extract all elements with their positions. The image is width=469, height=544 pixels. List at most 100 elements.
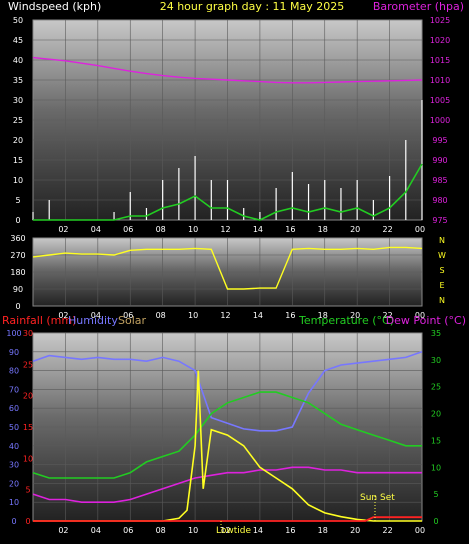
x-tick-label: 18 bbox=[318, 311, 328, 320]
wind-tick-label: 50 bbox=[13, 16, 23, 25]
solar-axis-title: Solar bbox=[118, 314, 147, 327]
rain-tick-label: 25 bbox=[23, 360, 33, 369]
wind-tick-label: 40 bbox=[13, 56, 23, 65]
rain-tick-label: 0 bbox=[25, 517, 30, 526]
direction-tick-label: 90 bbox=[13, 285, 23, 294]
humidity-line bbox=[32, 351, 423, 432]
compass-label: N bbox=[439, 296, 445, 305]
barometer-tick-label: 990 bbox=[432, 156, 447, 165]
lowtide-label: Lowtide bbox=[216, 526, 251, 536]
x-tick-label: 18 bbox=[318, 225, 328, 234]
x-tick-label: 02 bbox=[58, 526, 68, 535]
compass-label: E bbox=[439, 281, 444, 290]
humidity-tick-label: 20 bbox=[9, 479, 19, 488]
temperature-axis-title: Temperature (°C) bbox=[298, 314, 394, 327]
x-tick-label: 06 bbox=[123, 526, 133, 535]
x-tick-label: 12 bbox=[220, 311, 230, 320]
barometer-tick-label: 1005 bbox=[430, 96, 450, 105]
x-tick-label: 04 bbox=[91, 311, 101, 320]
x-tick-label: 08 bbox=[156, 311, 166, 320]
x-tick-label: 12 bbox=[220, 225, 230, 234]
rainfall-axis-title: Rainfall (mm) bbox=[2, 314, 76, 327]
dewpoint-line bbox=[32, 466, 422, 504]
rain-tick-label: 20 bbox=[23, 392, 33, 401]
x-tick-label: 06 bbox=[123, 225, 133, 234]
x-tick-label: 08 bbox=[156, 526, 166, 535]
barometer-tick-label: 1025 bbox=[430, 16, 450, 25]
barometer-tick-label: 1010 bbox=[430, 76, 450, 85]
compass-label: S bbox=[439, 266, 444, 275]
humidity-tick-label: 70 bbox=[9, 385, 19, 394]
main-title: 24 hour graph day : 11 May 2025 bbox=[160, 0, 345, 13]
x-tick-label: 12 bbox=[220, 526, 230, 535]
humidity-tick-label: 0 bbox=[11, 517, 16, 526]
x-tick-label: 16 bbox=[285, 526, 295, 535]
rain-tick-label: 15 bbox=[23, 423, 33, 432]
dewpoint-axis-title: Dew Point (°C) bbox=[386, 314, 466, 327]
x-tick-label: 14 bbox=[253, 526, 263, 535]
x-tick-label: 04 bbox=[91, 526, 101, 535]
wind-tick-label: 20 bbox=[13, 136, 23, 145]
wind-tick-label: 5 bbox=[15, 196, 20, 205]
wind-series bbox=[32, 56, 423, 221]
rain-tick-label: 10 bbox=[23, 454, 33, 463]
humidity-axis-title: Humidity bbox=[68, 314, 118, 327]
x-tick-label: 16 bbox=[285, 311, 295, 320]
direction-tick-label: 180 bbox=[10, 268, 25, 277]
sunset-label: Sun Set bbox=[360, 493, 395, 503]
humidity-tick-label: 50 bbox=[9, 423, 19, 432]
x-tick-label: 00 bbox=[415, 225, 425, 234]
humidity-tick-label: 90 bbox=[9, 348, 19, 357]
x-tick-label: 00 bbox=[415, 311, 425, 320]
x-tick-label: 22 bbox=[382, 526, 392, 535]
humidity-tick-label: 40 bbox=[9, 442, 19, 451]
humidity-tick-label: 100 bbox=[6, 329, 21, 338]
temperature-tick-label: 20 bbox=[431, 410, 441, 419]
wind-tick-label: 15 bbox=[13, 156, 23, 165]
compass-label: N bbox=[439, 236, 445, 245]
x-tick-label: 22 bbox=[382, 311, 392, 320]
temperature-tick-label: 10 bbox=[431, 463, 441, 472]
x-tick-label: 04 bbox=[91, 225, 101, 234]
wind-tick-label: 25 bbox=[13, 116, 23, 125]
direction-series bbox=[32, 246, 423, 290]
average-wind-line bbox=[33, 163, 423, 221]
humidity-tick-label: 10 bbox=[9, 498, 19, 507]
humidity-tick-label: 30 bbox=[9, 461, 19, 470]
barometer-tick-label: 1015 bbox=[430, 56, 450, 65]
x-tick-label: 20 bbox=[350, 311, 360, 320]
wind-axis-title: Windspeed (kph) bbox=[8, 0, 101, 13]
x-tick-label: 20 bbox=[350, 225, 360, 234]
x-tick-label: 18 bbox=[318, 526, 328, 535]
barometer-tick-label: 985 bbox=[432, 176, 447, 185]
rainfall-line bbox=[33, 516, 422, 522]
humidity-tick-label: 60 bbox=[9, 404, 19, 413]
temperature-tick-label: 0 bbox=[433, 517, 438, 526]
barometer-axis-title: Barometer (hpa) bbox=[373, 0, 464, 13]
direction-tick-label: 270 bbox=[10, 251, 25, 260]
barometer-tick-label: 995 bbox=[432, 136, 447, 145]
rain-tick-label: 30 bbox=[23, 329, 33, 338]
wind-tick-labels: 0510152025303540455097598098599099510001… bbox=[13, 16, 450, 234]
barometer-tick-label: 980 bbox=[432, 196, 447, 205]
direction-line bbox=[32, 246, 423, 290]
temperature-tick-label: 30 bbox=[431, 356, 441, 365]
temperature-series bbox=[32, 351, 423, 529]
x-tick-label: 14 bbox=[253, 225, 263, 234]
barometer-tick-label: 975 bbox=[432, 216, 447, 225]
barometer-line bbox=[32, 56, 423, 84]
barometer-tick-label: 1020 bbox=[430, 36, 450, 45]
wind-tick-label: 30 bbox=[13, 96, 23, 105]
direction-tick-label: 360 bbox=[10, 234, 25, 243]
x-tick-label: 08 bbox=[156, 225, 166, 234]
wind-tick-label: 0 bbox=[15, 216, 20, 225]
humidity-tick-label: 80 bbox=[9, 367, 19, 376]
wind-tick-label: 45 bbox=[13, 36, 23, 45]
temperature-tick-label: 15 bbox=[431, 436, 441, 445]
x-tick-label: 16 bbox=[285, 225, 295, 234]
x-tick-label: 10 bbox=[188, 311, 198, 320]
temperature-tick-label: 5 bbox=[433, 490, 438, 499]
temperature-tick-labels: 0102030405060708090100051015202530051015… bbox=[6, 329, 441, 535]
